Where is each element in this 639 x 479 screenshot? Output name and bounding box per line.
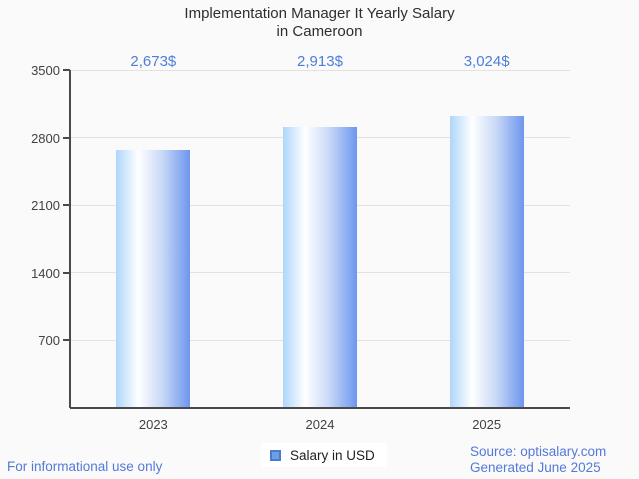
y-axis-tick (63, 339, 70, 342)
y-axis-label: 3500 (31, 63, 60, 78)
y-axis-tick (63, 271, 70, 274)
y-axis-label: 2800 (31, 130, 60, 146)
value-annotation: 3,024$ (463, 53, 510, 70)
salary-bar[interactable] (116, 149, 191, 408)
y-axis-label: 700 (38, 333, 60, 349)
disclaimer-text: For informational use only (7, 459, 163, 474)
legend-label: Salary in USD (290, 447, 375, 463)
x-axis-label: 2023 (138, 417, 168, 432)
y-axis-tick (63, 204, 70, 207)
legend-swatch-icon (270, 449, 281, 461)
y-axis-tick (63, 136, 70, 139)
chart-title: Implementation Manager It Yearly Salary … (0, 5, 639, 41)
chart-title-line-1: Implementation Manager It Yearly Salary (184, 5, 455, 22)
value-annotation: 2,913$ (297, 53, 343, 70)
x-axis-line (70, 407, 570, 409)
chart-title-line-2: in Cameroon (276, 23, 363, 40)
y-axis-line (69, 70, 71, 408)
y-axis-label: 1400 (31, 265, 60, 281)
salary-bar[interactable] (449, 115, 524, 408)
y-axis-tick (63, 69, 70, 71)
value-annotation: 2,673$ (130, 53, 177, 70)
salary-bar[interactable] (283, 126, 357, 408)
legend: Salary in USD (261, 443, 387, 467)
y-axis-label: 2100 (31, 198, 60, 214)
x-axis-label: 2025 (472, 417, 502, 432)
gridline (70, 69, 570, 71)
x-axis-label: 2024 (305, 417, 335, 432)
source-block: Source: optisalary.com Generated June 20… (470, 444, 606, 476)
generated-text: Generated June 2025 (470, 460, 601, 475)
source-text: Source: optisalary.com (470, 444, 607, 459)
